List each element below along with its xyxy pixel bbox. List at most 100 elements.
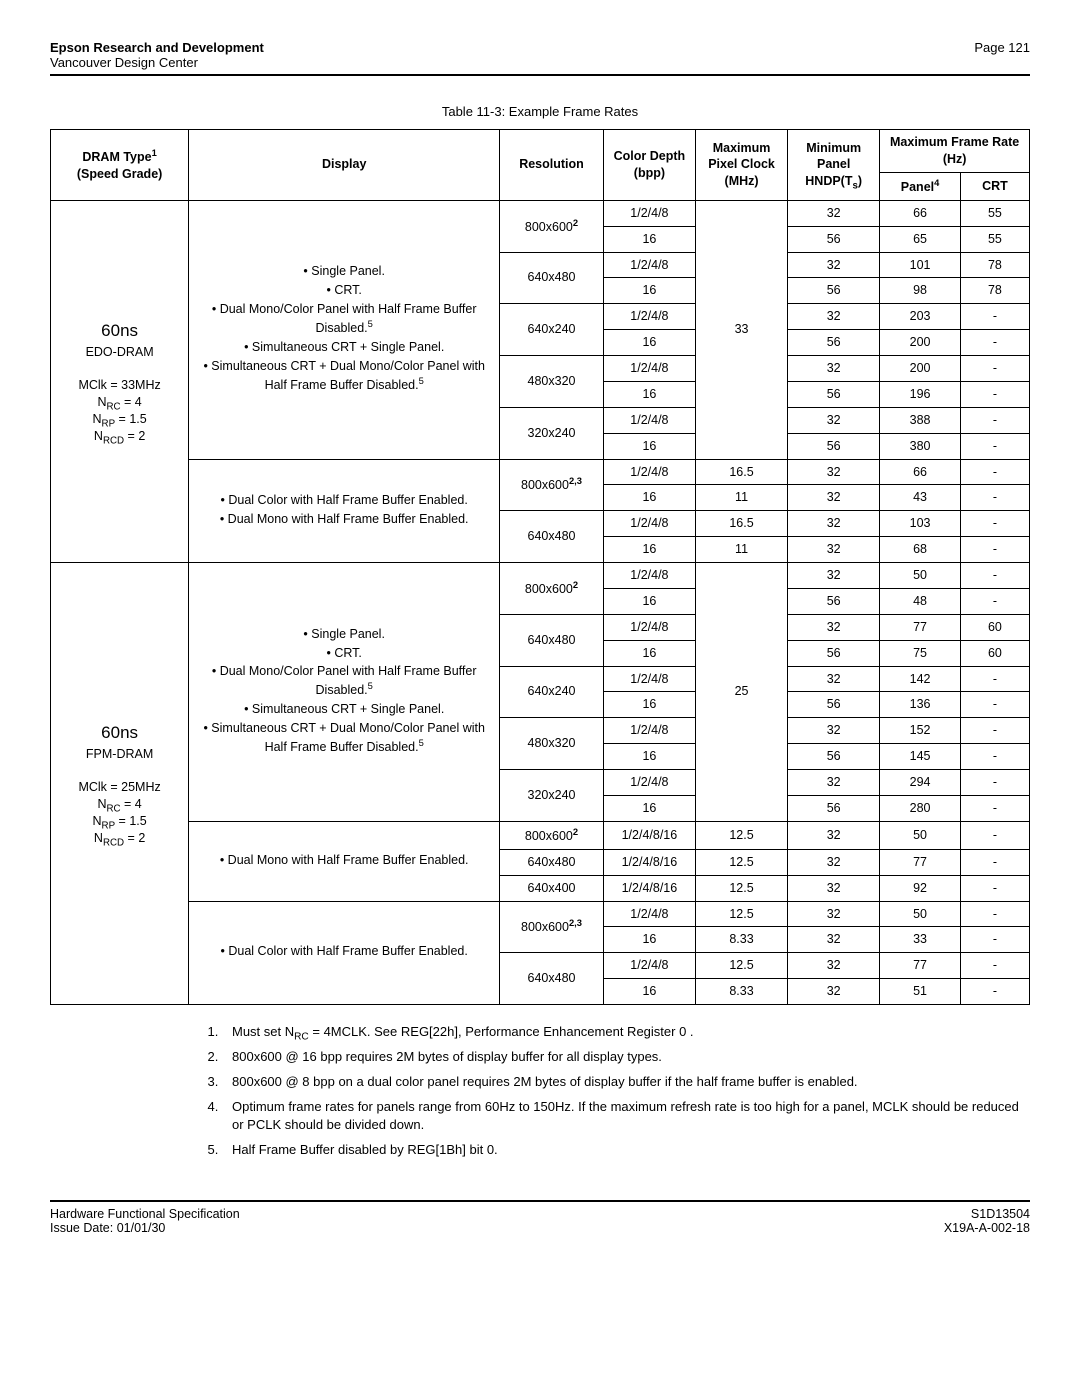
display-cell: • Single Panel.• CRT.• Dual Mono/Color P… bbox=[189, 563, 500, 822]
hndp-cell: 32 bbox=[788, 614, 880, 640]
col-maxpixel: Maximum Pixel Clock (MHz) bbox=[695, 130, 787, 201]
table-caption: Table 11-3: Example Frame Rates bbox=[50, 104, 1030, 119]
resolution-cell: 640x400 bbox=[500, 875, 604, 901]
crt-cell: - bbox=[960, 381, 1029, 407]
table-head: DRAM Type1 (Speed Grade) Display Resolut… bbox=[51, 130, 1030, 201]
panel-cell: 48 bbox=[880, 588, 961, 614]
color-cell: 1/2/4/8 bbox=[603, 614, 695, 640]
col-minpanel: Minimum Panel HNDP(Ts) bbox=[788, 130, 880, 201]
crt-cell: - bbox=[960, 433, 1029, 459]
panel-cell: 380 bbox=[880, 433, 961, 459]
resolution-cell: 800x6002 bbox=[500, 200, 604, 252]
page-footer: Hardware Functional Specification Issue … bbox=[50, 1200, 1030, 1235]
crt-cell: 78 bbox=[960, 252, 1029, 278]
hndp-cell: 32 bbox=[788, 304, 880, 330]
footer-left: Hardware Functional Specification Issue … bbox=[50, 1207, 240, 1235]
crt-cell: - bbox=[960, 979, 1029, 1005]
table-row: • Dual Color with Half Frame Buffer Enab… bbox=[51, 459, 1030, 485]
header-sub: Vancouver Design Center bbox=[50, 55, 198, 70]
hndp-cell: 56 bbox=[788, 433, 880, 459]
footnote-item: Half Frame Buffer disabled by REG[1Bh] b… bbox=[222, 1141, 1030, 1160]
crt-cell: - bbox=[960, 744, 1029, 770]
crt-cell: - bbox=[960, 770, 1029, 796]
display-cell: • Dual Color with Half Frame Buffer Enab… bbox=[189, 901, 500, 1005]
panel-cell: 142 bbox=[880, 666, 961, 692]
mpc-cell: 16.5 bbox=[695, 511, 787, 537]
crt-cell: - bbox=[960, 795, 1029, 821]
color-cell: 16 bbox=[603, 979, 695, 1005]
resolution-cell: 640x480 bbox=[500, 614, 604, 666]
resolution-cell: 640x480 bbox=[500, 953, 604, 1005]
mpc-cell: 8.33 bbox=[695, 979, 787, 1005]
resolution-cell: 640x240 bbox=[500, 666, 604, 718]
hndp-cell: 32 bbox=[788, 407, 880, 433]
resolution-cell: 480x320 bbox=[500, 356, 604, 408]
col-display: Display bbox=[189, 130, 500, 201]
hndp-cell: 32 bbox=[788, 821, 880, 849]
dram-type-cell: 60nsEDO-DRAM MClk = 33MHzNRC = 4NRP = 1.… bbox=[51, 200, 189, 562]
footnote-item: 800x600 @ 16 bpp requires 2M bytes of di… bbox=[222, 1048, 1030, 1067]
crt-cell: - bbox=[960, 821, 1029, 849]
color-cell: 1/2/4/8 bbox=[603, 953, 695, 979]
hndp-cell: 32 bbox=[788, 356, 880, 382]
crt-cell: - bbox=[960, 459, 1029, 485]
crt-cell: - bbox=[960, 511, 1029, 537]
hndp-cell: 32 bbox=[788, 252, 880, 278]
color-cell: 1/2/4/8 bbox=[603, 770, 695, 796]
color-cell: 16 bbox=[603, 640, 695, 666]
col-resolution: Resolution bbox=[500, 130, 604, 201]
crt-cell: - bbox=[960, 875, 1029, 901]
hndp-cell: 32 bbox=[788, 200, 880, 226]
hndp-cell: 32 bbox=[788, 537, 880, 563]
dram-type-cell: 60nsFPM-DRAM MClk = 25MHzNRC = 4NRP = 1.… bbox=[51, 563, 189, 1005]
hndp-cell: 56 bbox=[788, 692, 880, 718]
resolution-cell: 640x240 bbox=[500, 304, 604, 356]
panel-cell: 388 bbox=[880, 407, 961, 433]
hndp-cell: 32 bbox=[788, 459, 880, 485]
hndp-cell: 32 bbox=[788, 511, 880, 537]
color-cell: 16 bbox=[603, 278, 695, 304]
color-cell: 1/2/4/8 bbox=[603, 511, 695, 537]
mpc-cell: 12.5 bbox=[695, 901, 787, 927]
col-crt: CRT bbox=[960, 172, 1029, 200]
mpc-cell: 12.5 bbox=[695, 953, 787, 979]
panel-cell: 136 bbox=[880, 692, 961, 718]
col-dram: DRAM Type1 (Speed Grade) bbox=[51, 130, 189, 201]
panel-cell: 77 bbox=[880, 849, 961, 875]
mpc-cell: 12.5 bbox=[695, 821, 787, 849]
mpc-cell: 8.33 bbox=[695, 927, 787, 953]
panel-cell: 152 bbox=[880, 718, 961, 744]
crt-cell: 60 bbox=[960, 614, 1029, 640]
resolution-cell: 800x6002,3 bbox=[500, 459, 604, 511]
mpc-cell: 25 bbox=[695, 563, 787, 822]
mpc-cell: 16.5 bbox=[695, 459, 787, 485]
crt-cell: - bbox=[960, 563, 1029, 589]
panel-cell: 200 bbox=[880, 330, 961, 356]
hndp-cell: 32 bbox=[788, 485, 880, 511]
color-cell: 16 bbox=[603, 795, 695, 821]
crt-cell: - bbox=[960, 927, 1029, 953]
display-cell: • Single Panel.• CRT.• Dual Mono/Color P… bbox=[189, 200, 500, 459]
color-cell: 16 bbox=[603, 692, 695, 718]
resolution-cell: 800x6002,3 bbox=[500, 901, 604, 953]
panel-cell: 75 bbox=[880, 640, 961, 666]
crt-cell: - bbox=[960, 953, 1029, 979]
color-cell: 16 bbox=[603, 485, 695, 511]
hndp-cell: 32 bbox=[788, 770, 880, 796]
mpc-cell: 11 bbox=[695, 537, 787, 563]
frame-rates-table: DRAM Type1 (Speed Grade) Display Resolut… bbox=[50, 129, 1030, 1005]
footer-right: S1D13504 X19A-A-002-18 bbox=[944, 1207, 1030, 1235]
color-cell: 1/2/4/8 bbox=[603, 901, 695, 927]
panel-cell: 103 bbox=[880, 511, 961, 537]
hndp-cell: 56 bbox=[788, 381, 880, 407]
color-cell: 16 bbox=[603, 588, 695, 614]
table-row: 60nsFPM-DRAM MClk = 25MHzNRC = 4NRP = 1.… bbox=[51, 563, 1030, 589]
color-cell: 1/2/4/8 bbox=[603, 304, 695, 330]
crt-cell: - bbox=[960, 304, 1029, 330]
panel-cell: 77 bbox=[880, 953, 961, 979]
resolution-cell: 640x480 bbox=[500, 849, 604, 875]
resolution-cell: 640x480 bbox=[500, 511, 604, 563]
color-cell: 1/2/4/8 bbox=[603, 563, 695, 589]
crt-cell: - bbox=[960, 718, 1029, 744]
panel-cell: 92 bbox=[880, 875, 961, 901]
